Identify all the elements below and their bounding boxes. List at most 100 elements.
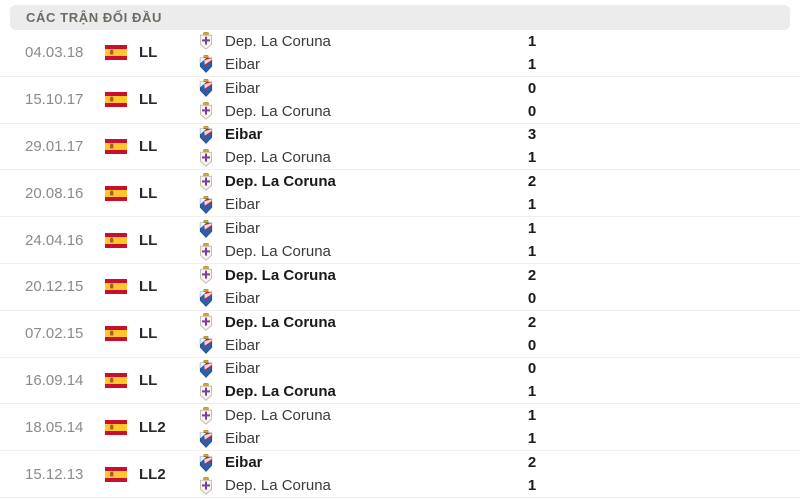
league-label: LL2 [139,418,166,436]
match-row[interactable]: 20.12.15 LL [0,263,800,311]
team-line: Dep. La Coruna 1 [197,32,543,51]
eibar-crest-icon [199,453,212,472]
team-score: 3 [527,126,537,144]
league-label: LL [139,44,158,62]
teams-block: Dep. La Coruna 2 [197,313,543,355]
team-score: 0 [527,289,537,307]
team-line: Eibar 0 [197,79,543,98]
match-date: 07.02.15 [25,325,84,343]
match-list: 04.03.18 LL [0,30,800,498]
team-line: Eibar 1 [197,219,543,238]
team-score: 2 [527,313,537,331]
deportivo-crest-icon [199,476,212,495]
team-name: Dep. La Coruna [225,477,331,495]
section-title: CÁC TRẬN ĐỐI ĐẦU [26,10,162,25]
eibar-crest-icon [199,195,212,214]
team-line: Eibar 1 [197,429,543,448]
team-name: Eibar [225,220,261,238]
match-row[interactable]: 16.09.14 LL [0,357,800,405]
spain-flag-icon [105,326,127,342]
deportivo-crest-icon [199,313,212,331]
match-row[interactable]: 07.02.15 LL [0,310,800,358]
team-line: Eibar 1 [197,195,543,214]
team-line: Dep. La Coruna 2 [197,313,543,332]
eibar-crest-icon [199,55,212,74]
team-line: Dep. La Coruna 1 [197,476,543,495]
team-line: Eibar 0 [197,289,543,308]
team-name: Eibar [225,430,261,448]
team-score: 0 [527,360,537,378]
deportivo-crest-icon [199,32,212,51]
team-score: 2 [527,266,537,284]
team-name: Eibar [225,126,263,144]
match-date: 04.03.18 [25,44,84,62]
team-score: 1 [527,220,537,238]
team-name: Dep. La Coruna [225,243,331,261]
match-date: 29.01.17 [25,137,84,155]
match-row[interactable]: 29.01.17 LL [0,123,800,171]
team-name: Dep. La Coruna [225,313,336,331]
team-line: Dep. La Coruna 1 [197,242,543,261]
team-score: 1 [527,383,537,401]
team-score: 0 [527,79,537,97]
deportivo-crest-icon [199,172,212,191]
spain-flag-icon [105,92,127,108]
match-row[interactable]: 15.12.13 LL2 [0,451,800,498]
team-score: 1 [527,243,537,261]
match-date: 15.12.13 [25,465,84,483]
teams-block: Eibar 0 [197,359,543,401]
match-row[interactable]: 04.03.18 LL [0,30,800,77]
match-date: 18.05.14 [25,418,84,436]
team-line: Dep. La Coruna 1 [197,406,543,425]
league-label: LL [139,91,158,109]
team-line: Eibar 0 [197,336,543,355]
match-row[interactable]: 15.10.17 LL [0,76,800,124]
eibar-crest-icon [199,79,212,98]
deportivo-crest-icon [199,266,212,285]
team-line: Dep. La Coruna 0 [197,102,543,121]
team-line: Dep. La Coruna 1 [197,148,543,167]
teams-block: Dep. La Coruna 2 [197,172,543,214]
teams-block: Dep. La Coruna 2 [197,266,543,308]
match-date: 24.04.16 [25,231,84,249]
team-name: Dep. La Coruna [225,149,331,167]
league-label: LL [139,184,158,202]
league-label: LL [139,278,158,296]
teams-block: Dep. La Coruna 1 [197,32,543,74]
eibar-crest-icon [199,219,212,238]
team-line: Dep. La Coruna 2 [197,172,543,191]
match-row[interactable]: 20.08.16 LL [0,170,800,218]
eibar-crest-icon [199,289,212,308]
match-date: 15.10.17 [25,91,84,109]
match-date: 20.12.15 [25,278,84,296]
team-line: Eibar 0 [197,359,543,378]
match-row[interactable]: 24.04.16 LL [0,217,800,264]
team-score: 1 [527,477,537,495]
team-line: Dep. La Coruna 2 [197,266,543,285]
team-score: 2 [527,173,537,191]
team-score: 1 [527,407,537,425]
team-score: 1 [527,430,537,448]
team-name: Dep. La Coruna [225,102,331,120]
team-line: Eibar 2 [197,453,543,472]
team-name: Eibar [225,55,261,73]
match-date: 20.08.16 [25,184,84,202]
team-line: Eibar 3 [197,125,543,144]
team-score: 1 [527,196,537,214]
eibar-crest-icon [199,359,212,378]
team-name: Eibar [225,360,261,378]
match-row[interactable]: 18.05.14 LL2 [0,404,800,452]
team-score: 0 [527,336,537,354]
league-label: LL [139,325,158,343]
team-name: Eibar [225,289,261,307]
deportivo-crest-icon [199,149,212,167]
team-line: Dep. La Coruna 1 [197,382,543,401]
team-name: Eibar [225,454,263,472]
league-label: LL [139,137,158,155]
team-name: Dep. La Coruna [225,407,331,425]
spain-flag-icon [105,138,127,154]
teams-block: Dep. La Coruna 1 [197,406,543,448]
spain-flag-icon [105,45,127,61]
head-to-head-widget: CÁC TRẬN ĐỐI ĐẦU 04.03.18 LL [0,5,800,498]
league-label: LL [139,231,158,249]
